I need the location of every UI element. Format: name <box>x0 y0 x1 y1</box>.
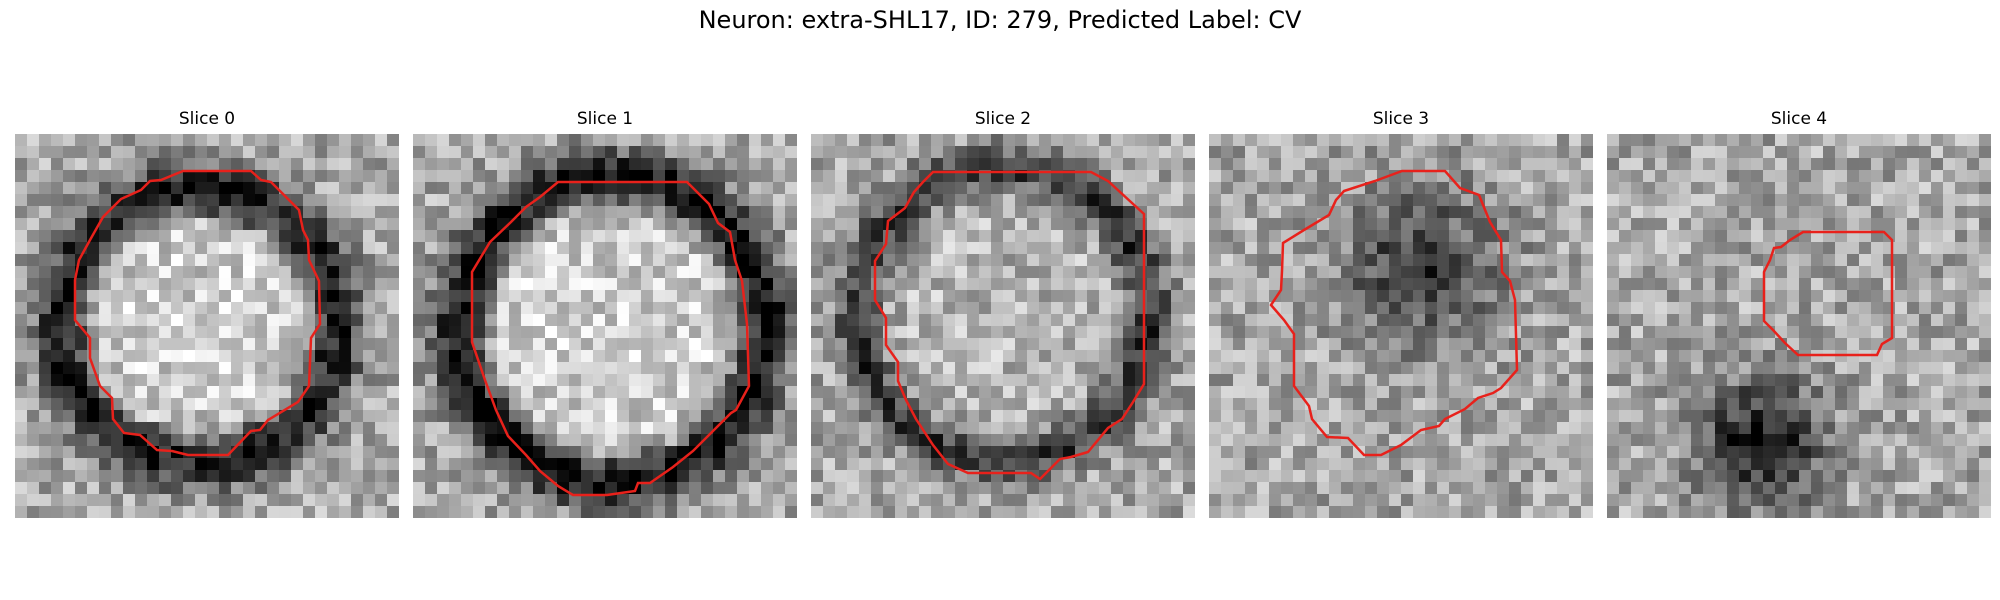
grayscale-image <box>1607 134 1991 518</box>
slice-image <box>1607 134 1991 518</box>
slice-title: Slice 0 <box>178 109 236 129</box>
grayscale-image <box>811 134 1195 518</box>
contour-overlay <box>1269 169 1519 457</box>
grayscale-image <box>1209 134 1593 518</box>
slice-image <box>413 134 797 518</box>
figure-title: Neuron: extra-SHL17, ID: 279, Predicted … <box>698 6 1302 34</box>
slice-title: Slice 3 <box>1372 109 1430 129</box>
segmentation-contour <box>470 180 751 497</box>
segmentation-contour <box>1762 230 1894 357</box>
segmentation-contour <box>873 170 1146 481</box>
slice-image <box>15 134 399 518</box>
contour-overlay <box>470 180 751 497</box>
slice-image <box>1209 134 1593 518</box>
slice-title: Slice 2 <box>974 109 1032 129</box>
slice-panel-3: Slice 3 <box>1209 108 1593 518</box>
slice-panel-0: Slice 0 <box>15 108 399 518</box>
slice-title: Slice 4 <box>1770 109 1828 129</box>
grayscale-image <box>413 134 797 518</box>
slice-image <box>811 134 1195 518</box>
contour-overlay <box>73 169 322 457</box>
contour-overlay <box>873 170 1146 481</box>
slice-panel-2: Slice 2 <box>811 108 1195 518</box>
segmentation-contour <box>1269 169 1519 457</box>
contour-overlay <box>1762 230 1894 357</box>
segmentation-contour <box>73 169 322 457</box>
slice-panel-4: Slice 4 <box>1607 108 1991 518</box>
slice-title: Slice 1 <box>576 109 634 129</box>
slice-panel-1: Slice 1 <box>413 108 797 518</box>
